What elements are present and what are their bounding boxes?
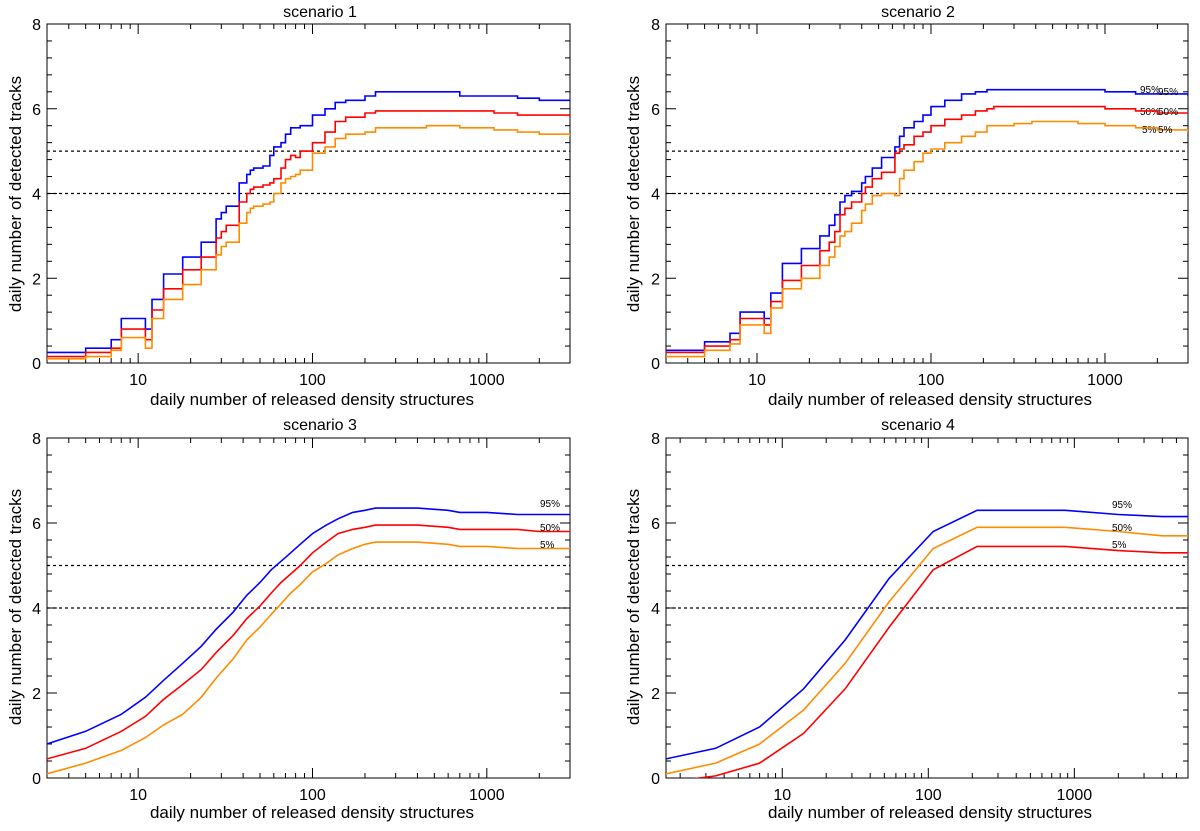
series-line-5pct — [47, 124, 570, 360]
series-line-5pct — [666, 120, 1188, 358]
x-tick-label: 1000 — [469, 787, 505, 804]
series-label-5pct: 5% — [1112, 540, 1127, 551]
plot-area: 0 2 4 6 8 10 100 1000 95% 50% 5% — [32, 431, 571, 804]
x-tick-label: 10 — [129, 372, 147, 389]
series-line-95pct — [47, 91, 570, 354]
x-tick-label: 10 — [773, 787, 791, 804]
plot-area: 0 2 4 6 8 10 100 1000 95% 50% 5% — [651, 431, 1189, 804]
x-tick-label: 1000 — [469, 372, 505, 389]
y-tick-label: 4 — [651, 601, 660, 618]
series-line-50pct — [47, 110, 570, 358]
panel-title: scenario 4 — [881, 417, 955, 434]
x-axis-label: daily number of released density structu… — [150, 390, 474, 409]
panel-scenario-1: scenario 1 daily number of released dens… — [6, 4, 1160, 409]
y-tick-label: 6 — [32, 102, 41, 119]
series-line-95pct — [47, 507, 570, 745]
y-tick-label: 6 — [651, 102, 660, 119]
y-tick-label: 0 — [32, 771, 41, 788]
y-tick-label: 8 — [32, 431, 41, 448]
y-tick-label: 2 — [32, 686, 41, 703]
series-label-50pct: 50% — [540, 523, 560, 534]
y-tick-label: 4 — [651, 187, 660, 204]
panel-scenario-4: scenario 4 daily number of released dens… — [624, 417, 1189, 822]
series-line-95pct — [666, 88, 1188, 352]
x-tick-label: 10 — [129, 787, 147, 804]
x-tick-label: 1000 — [1057, 787, 1093, 804]
y-tick-label: 0 — [651, 771, 660, 788]
y-axis-label: daily number of detected tracks — [624, 489, 643, 725]
panel-title: scenario 2 — [881, 4, 955, 21]
y-tick-label: 6 — [651, 516, 660, 533]
y-tick-label: 4 — [32, 601, 41, 618]
x-tick-label: 100 — [918, 372, 945, 389]
series-line-50pct — [47, 524, 570, 760]
panel-title: scenario 3 — [283, 417, 357, 434]
y-tick-label: 8 — [651, 431, 660, 448]
x-axis-label: daily number of released density structu… — [150, 803, 474, 822]
series-label-5pct: 5% — [540, 540, 555, 551]
series-label-50pct: 50% — [1112, 523, 1132, 534]
series-line-5pct — [47, 541, 570, 775]
y-tick-label: 0 — [651, 356, 660, 373]
series-label-95pct: 95% — [540, 499, 560, 510]
series-label-5pct: 5% — [1158, 125, 1173, 136]
x-axis-label: daily number of released density structu… — [768, 390, 1092, 409]
series-label-95pct: 95% — [1112, 500, 1132, 511]
series-label-5pct: 5% — [1142, 125, 1157, 136]
series-line-50pct — [666, 526, 1188, 775]
y-tick-label: 2 — [32, 271, 41, 288]
y-tick-label: 0 — [32, 356, 41, 373]
x-axis-label: daily number of released density structu… — [768, 803, 1092, 822]
y-axis-label: daily number of detected tracks — [624, 76, 643, 312]
x-tick-label: 100 — [299, 787, 326, 804]
y-axis-label: daily number of detected tracks — [6, 76, 25, 312]
y-tick-label: 8 — [651, 17, 660, 34]
y-tick-label: 2 — [651, 271, 660, 288]
panel-scenario-2: scenario 2 daily number of released dens… — [624, 4, 1189, 409]
series-label-95pct: 95% — [1140, 85, 1160, 96]
y-axis-label: daily number of detected tracks — [6, 489, 25, 725]
panel-scenario-3: scenario 3 daily number of released dens… — [6, 417, 571, 822]
y-tick-label: 8 — [32, 17, 41, 34]
series-line-50pct — [666, 105, 1188, 354]
x-tick-label: 100 — [915, 787, 942, 804]
x-tick-label: 100 — [299, 372, 326, 389]
x-tick-label: 1000 — [1087, 372, 1123, 389]
panel-title: scenario 1 — [283, 4, 357, 21]
y-tick-label: 6 — [32, 516, 41, 533]
series-label-50pct: 50% — [1158, 107, 1178, 118]
series-line-5pct — [693, 545, 1188, 778]
series-label-50pct: 50% — [1140, 107, 1160, 118]
series-line-95pct — [666, 509, 1188, 760]
y-tick-label: 2 — [651, 686, 660, 703]
x-tick-label: 10 — [748, 372, 766, 389]
y-tick-label: 4 — [32, 187, 41, 204]
series-label-95pct: 95% — [1158, 87, 1178, 98]
